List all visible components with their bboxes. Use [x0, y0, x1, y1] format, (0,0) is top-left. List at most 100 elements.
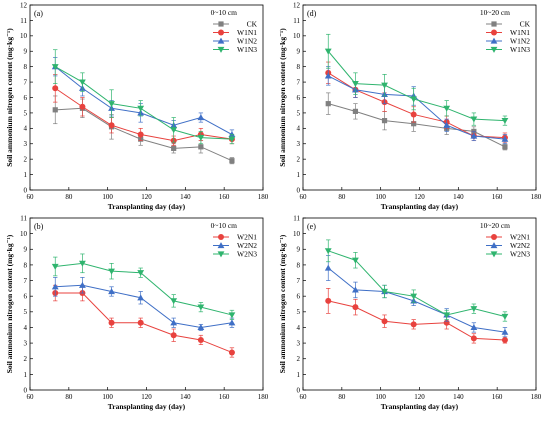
x-axis-label: Transplanting day (day) — [108, 202, 186, 211]
legend-marker — [491, 29, 497, 36]
x-tick-label: 100 — [102, 193, 113, 201]
x-tick-label: 80 — [338, 393, 346, 401]
chart-panel: 60 80 100 120 140 160 1800123456789101112Trans… — [5, 1, 269, 211]
data-point — [108, 101, 115, 108]
y-tick-label: 12 — [20, 1, 28, 9]
data-point — [170, 298, 178, 305]
data-point — [324, 48, 332, 55]
series: W1N3 — [324, 33, 530, 126]
data-point — [411, 121, 417, 127]
y-tick-label: 1 — [297, 371, 301, 379]
data-point — [352, 286, 359, 293]
series-line — [54, 66, 232, 140]
y-tick-label: 8 — [297, 63, 301, 71]
data-point — [79, 281, 86, 288]
legend-label: W1N2 — [510, 37, 530, 46]
legend-label: W2N3 — [237, 250, 257, 259]
x-tick-label: 80 — [65, 193, 73, 201]
data-point — [197, 304, 205, 311]
y-tick-label: 1 — [297, 171, 301, 179]
series-line — [54, 66, 233, 135]
depth-label: 10~20 cm — [480, 221, 510, 230]
data-point — [443, 121, 451, 128]
data-point — [410, 293, 418, 300]
data-point — [352, 81, 359, 88]
y-tick-label: 9 — [24, 48, 28, 56]
y-tick-label: 8 — [24, 261, 28, 269]
legend-marker — [218, 21, 224, 27]
data-point — [52, 85, 59, 92]
x-tick-label: 100 — [375, 193, 386, 201]
y-tick-label: 6 — [24, 94, 28, 102]
legend-label: W2N2 — [510, 241, 530, 250]
depth-label: 0~10 cm — [211, 221, 238, 230]
x-tick-label: 120 — [414, 193, 425, 201]
legend-label: CK — [247, 20, 258, 29]
y-tick-label: 5 — [24, 109, 28, 117]
data-point — [228, 131, 236, 138]
y-tick-label: 2 — [297, 156, 301, 164]
data-point — [381, 318, 388, 325]
data-point — [501, 135, 509, 142]
x-tick-label: 120 — [414, 393, 425, 401]
data-point — [108, 288, 115, 295]
legend-marker — [217, 37, 225, 44]
x-tick-label: 60 — [27, 393, 35, 401]
legend-marker — [490, 46, 498, 53]
series: W2N1 — [52, 233, 257, 358]
legend-label: W2N1 — [510, 233, 530, 242]
legend-label: W1N3 — [237, 45, 257, 54]
legend-marker — [490, 251, 498, 258]
y-tick-label: 9 — [297, 48, 301, 56]
data-point — [229, 158, 235, 164]
y-tick-label: 3 — [297, 140, 301, 148]
data-point — [443, 105, 451, 112]
data-point — [137, 270, 145, 277]
legend-marker — [490, 37, 498, 44]
y-tick-label: 6 — [297, 293, 301, 301]
data-point — [470, 132, 478, 139]
data-point — [197, 134, 205, 141]
y-tick-label: 12 — [293, 1, 301, 9]
legend-label: W1N1 — [510, 28, 530, 37]
data-point — [51, 263, 59, 270]
x-axis-label: Transplanting day (day) — [381, 202, 459, 211]
x-tick-label: 160 — [492, 393, 503, 401]
data-point — [443, 312, 451, 319]
y-tick-label: 0 — [24, 186, 28, 194]
data-point — [79, 79, 86, 86]
y-tick-label: 7 — [297, 78, 301, 86]
y-tick-label: 10 — [20, 230, 28, 238]
y-tick-label: 7 — [24, 277, 28, 285]
data-point — [170, 332, 177, 339]
chart-panel: 60 80 100 120 140 160 180 0 1 2 3 4 5 6 7 8 9 10 11 Transpl… — [278, 214, 542, 411]
y-tick-label: 2 — [24, 355, 28, 363]
series-line — [55, 262, 233, 316]
data-point — [501, 336, 508, 343]
y-tick-label: 3 — [24, 339, 28, 347]
data-point — [410, 96, 418, 103]
data-point — [381, 118, 388, 124]
x-tick-label: 60 — [300, 393, 308, 401]
data-point — [137, 294, 145, 301]
data-point — [381, 82, 388, 89]
plot-frame — [29, 217, 264, 391]
data-point — [324, 264, 332, 271]
x-tick-label: 60 — [300, 193, 308, 201]
data-point — [470, 116, 478, 123]
y-tick-label: 4 — [297, 125, 301, 133]
x-tick-label: 160 — [219, 193, 230, 201]
data-point — [198, 144, 204, 150]
series-line — [327, 267, 506, 333]
data-point — [324, 248, 332, 255]
x-tick-label: 180 — [258, 193, 269, 201]
y-tick-label: 3 — [297, 339, 301, 347]
y-axis-label: Soil ammonium nitrogen content (mg·kg⁻¹) — [5, 28, 14, 167]
data-point — [79, 260, 86, 267]
data-point — [501, 328, 509, 335]
y-tick-label: 6 — [24, 293, 28, 301]
data-point — [171, 145, 177, 151]
data-point — [108, 268, 115, 275]
y-tick-label: 4 — [24, 125, 28, 133]
